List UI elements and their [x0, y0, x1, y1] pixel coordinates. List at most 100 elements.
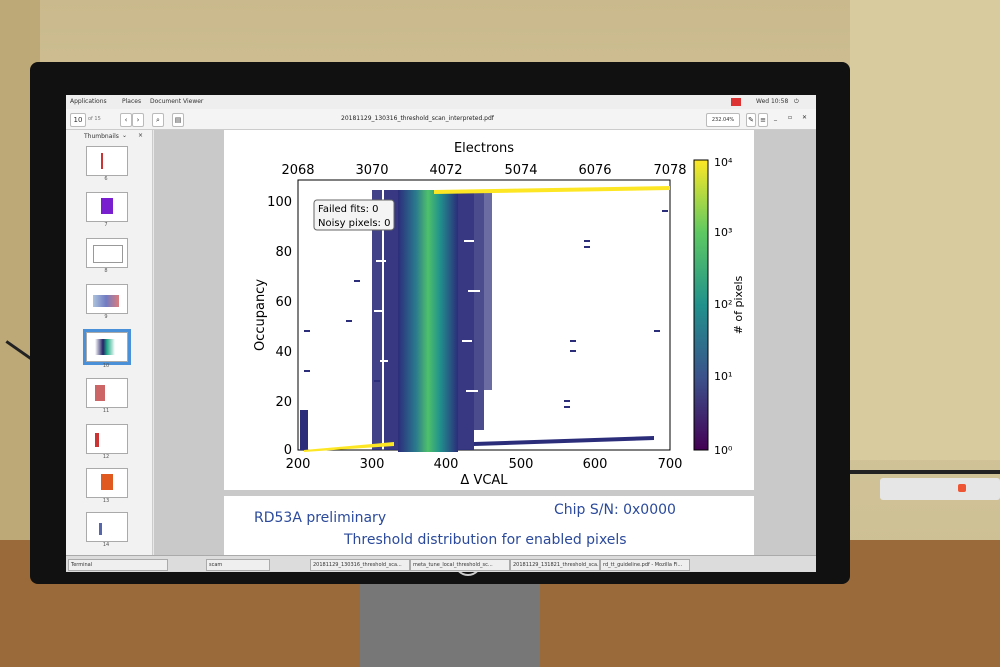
- power-switch-light: [958, 484, 966, 492]
- page-number-input[interactable]: 10: [70, 113, 86, 127]
- x-tick-400: 400: [434, 457, 459, 472]
- thumbnail-label: 14: [102, 542, 110, 548]
- task-item[interactable]: meta_tune_local_threshold_sc...: [410, 559, 510, 571]
- thumbnail-page-12[interactable]: [86, 424, 128, 454]
- thumbnail-label: 11: [102, 408, 110, 414]
- legend-noisy-pixels: Noisy pixels: 0: [318, 218, 390, 229]
- outlier-cells: [300, 190, 668, 450]
- legend-failed-fits: Failed fits: 0: [318, 204, 379, 215]
- thumbnail-page-10[interactable]: [83, 329, 131, 365]
- main-distribution-band: [398, 190, 458, 452]
- y-tick-40: 40: [275, 345, 292, 360]
- sidebar-title[interactable]: Thumbnails: [84, 133, 119, 140]
- zero-occupancy-dark-line: [474, 436, 654, 446]
- top-tick: 3070: [355, 163, 388, 178]
- pdf-page: 0 20 40 60 80 100 Occupancy 200 300 400 …: [224, 130, 754, 555]
- document-viewer-menu[interactable]: Document Viewer: [150, 98, 204, 105]
- caption-description: Threshold distribution for enabled pixel…: [343, 532, 627, 548]
- colorbar-tick: 10³: [714, 226, 732, 239]
- thumbnail-label: 8: [104, 268, 108, 274]
- top-tick: 2068: [281, 163, 314, 178]
- sparse-cells: [372, 190, 492, 450]
- task-item[interactable]: 20181129_131821_threshold_sca...: [510, 559, 600, 571]
- thumbnail-label: 9: [104, 314, 108, 320]
- y-tick-20: 20: [275, 395, 292, 410]
- page-count: of 15: [88, 116, 101, 122]
- thumbnail-page-13[interactable]: [86, 468, 128, 498]
- previous-page-button[interactable]: ‹: [120, 113, 132, 127]
- thumbnail-page-8[interactable]: [86, 238, 128, 268]
- menu-icon[interactable]: ≡: [758, 113, 768, 127]
- thumbnail-label: 12: [102, 454, 110, 460]
- annotate-icon[interactable]: ✎: [746, 113, 756, 127]
- maximize-icon[interactable]: ▫: [788, 114, 793, 121]
- thumbnail-sidebar: Thumbnails ⌄ × 6 7 8 9 10 11 12: [66, 130, 153, 555]
- power-strip: [880, 478, 1000, 500]
- wall-right: [850, 0, 1000, 460]
- monitor-stand: [360, 584, 540, 667]
- y-tick-0: 0: [284, 443, 292, 458]
- top-axis-label: Electrons: [454, 141, 514, 156]
- legend-box: [313, 199, 395, 231]
- thumbnail-page-9[interactable]: [86, 284, 128, 314]
- task-item[interactable]: 20181129_130316_threshold_sca...: [310, 559, 410, 571]
- top-tick: 5074: [504, 163, 537, 178]
- colorbar-tick: 10¹: [714, 370, 732, 383]
- search-icon[interactable]: ⌕: [152, 113, 164, 127]
- colorbar-tick: 10²: [714, 298, 732, 311]
- colorbar-tick: 10⁰: [714, 444, 733, 457]
- next-page-button[interactable]: ›: [132, 113, 144, 127]
- page-gap: [224, 490, 754, 496]
- thumbnail-label: 13: [102, 498, 110, 504]
- taskbar: Terminal scam 20181129_130316_threshold_…: [66, 555, 816, 572]
- y-axis-label: Occupancy: [253, 279, 268, 351]
- x-tick-700: 700: [658, 457, 683, 472]
- thumbnail-label: 10: [102, 363, 110, 369]
- document-area[interactable]: 0 20 40 60 80 100 Occupancy 200 300 400 …: [154, 130, 816, 555]
- gnome-top-bar: Applications Places Document Viewer Wed …: [66, 95, 816, 109]
- thumbnail-label: 7: [104, 222, 108, 228]
- task-scam[interactable]: scam: [206, 559, 270, 571]
- top-tick: 6076: [578, 163, 611, 178]
- thumbnail-page-6[interactable]: [86, 146, 128, 176]
- y-tick-60: 60: [275, 295, 292, 310]
- y-ticks: 0 20 40 60 80 100: [267, 195, 292, 458]
- x-tick-600: 600: [583, 457, 608, 472]
- thumbnail-page-14[interactable]: [86, 512, 128, 542]
- x-axis-label: Δ VCAL: [460, 473, 508, 488]
- notification-icon[interactable]: [731, 98, 741, 106]
- chevron-down-icon[interactable]: ⌄: [122, 132, 128, 139]
- thumbnail-page-7[interactable]: [86, 192, 128, 222]
- top-ticks: 2068 3070 4072 5074 6076 7078: [281, 163, 686, 178]
- power-icon[interactable]: ⏻: [794, 98, 799, 105]
- clock[interactable]: Wed 10:58: [756, 98, 789, 105]
- close-sidebar-icon[interactable]: ×: [138, 132, 144, 139]
- window-title: 20181129_130316_threshold_scan_interpret…: [341, 115, 494, 122]
- zero-occupancy-line: [304, 442, 394, 452]
- y-tick-100: 100: [267, 195, 292, 210]
- thumbnail-label: 6: [104, 176, 108, 182]
- colorbar-ticks: 10⁰ 10¹ 10² 10³ 10⁴: [714, 156, 733, 457]
- viewer-toolbar: 10 of 15 ‹ › ⌕ ▤ 20181129_130316_thresho…: [66, 109, 816, 130]
- close-icon[interactable]: ✕: [802, 114, 808, 121]
- places-menu[interactable]: Places: [122, 98, 142, 105]
- task-item[interactable]: rd_tt_guideline.pdf - Mozilla Fi...: [600, 559, 690, 571]
- caption-chip: Chip S/N: 0x0000: [554, 502, 676, 518]
- task-terminal[interactable]: Terminal: [68, 559, 168, 571]
- zoom-select[interactable]: 232.04%: [706, 113, 740, 127]
- threshold-plot: 0 20 40 60 80 100 Occupancy 200 300 400 …: [224, 141, 754, 548]
- colorbar-label: # of pixels: [732, 275, 745, 334]
- caption-preliminary: RD53A preliminary: [254, 510, 386, 526]
- colorbar: [693, 159, 709, 451]
- thumbnail-page-11[interactable]: [86, 378, 128, 408]
- top-tick: 7078: [653, 163, 686, 178]
- minimize-icon[interactable]: _: [774, 114, 777, 121]
- sidebar-toggle-icon[interactable]: ▤: [172, 113, 184, 127]
- x-ticks: 200 300 400 500 600 700: [286, 457, 683, 472]
- sidebar-header: Thumbnails ⌄ ×: [66, 130, 152, 142]
- colorbar-tick: 10⁴: [714, 156, 733, 169]
- top-tick: 4072: [429, 163, 462, 178]
- y-tick-80: 80: [275, 245, 292, 260]
- applications-menu[interactable]: Applications: [70, 98, 107, 105]
- x-tick-500: 500: [509, 457, 534, 472]
